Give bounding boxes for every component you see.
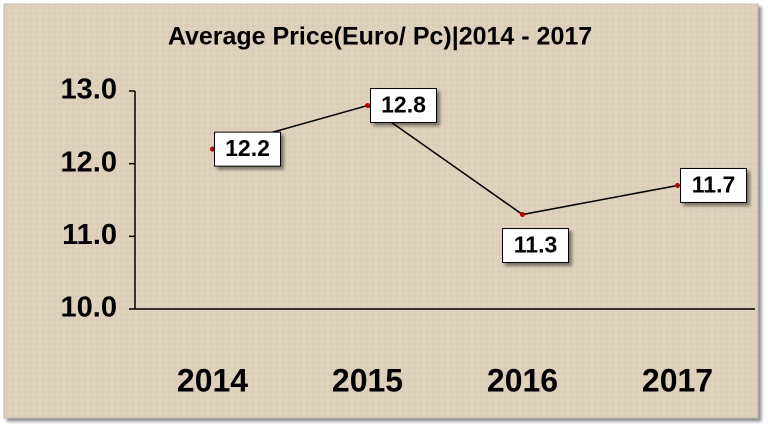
x-tick-label: 2016 [487, 362, 558, 398]
point [675, 182, 680, 188]
y-tick-label: 10.0 [61, 292, 117, 324]
y-tick-label: 12.0 [61, 146, 117, 178]
x-tick-label: 2014 [177, 362, 248, 398]
data-label-box [680, 167, 747, 203]
line [212, 104, 678, 216]
data-label: 12.2 [225, 135, 270, 161]
chart-background [3, 3, 759, 419]
data-label-box [214, 131, 281, 167]
point [210, 146, 215, 152]
data-label: 11.7 [692, 172, 736, 198]
data-label-box [502, 228, 569, 264]
x-tick-label: 2015 [332, 362, 403, 398]
point [365, 103, 370, 109]
data-label: 12.8 [381, 92, 426, 118]
chart-title: Average Price(Euro/ Pc)|2014 - 2017 [168, 23, 592, 51]
point [520, 212, 525, 218]
y-tick-label: 11.0 [62, 219, 117, 251]
data-label: 11.3 [514, 232, 558, 258]
data-label-box [370, 88, 437, 124]
x-tick-label: 2017 [642, 362, 713, 398]
y-tick-label: 13.0 [61, 74, 117, 106]
